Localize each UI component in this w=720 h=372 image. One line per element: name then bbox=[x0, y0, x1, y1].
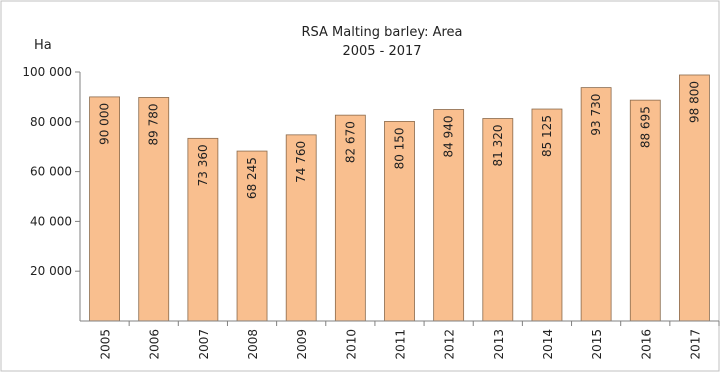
bar-2011 bbox=[384, 121, 415, 322]
bar-2009 bbox=[285, 134, 317, 322]
x-tick-label-2017: 2017 bbox=[688, 329, 702, 360]
y-tick-label: 60 000 bbox=[30, 165, 72, 179]
bar-2013 bbox=[482, 118, 514, 322]
data-label-2006: 89 780 bbox=[147, 103, 161, 145]
x-tick-label-2014: 2014 bbox=[541, 329, 555, 360]
x-tick-label-2016: 2016 bbox=[639, 329, 653, 360]
x-tick-label-2015: 2015 bbox=[590, 329, 604, 360]
bar-2017 bbox=[679, 74, 710, 322]
bar-2016 bbox=[629, 99, 661, 322]
bar-2015 bbox=[580, 87, 612, 322]
x-tick-label-2009: 2009 bbox=[295, 329, 309, 360]
x-tick-label-2005: 2005 bbox=[99, 329, 113, 360]
data-labels-group: 90 000 89 780 73 360 68 245 74 760 82 670 80 1… bbox=[98, 81, 702, 199]
data-label-2007: 73 360 bbox=[196, 144, 210, 186]
data-label-2013: 81 320 bbox=[491, 125, 505, 167]
bar-2008 bbox=[236, 150, 268, 322]
x-tick-label-2012: 2012 bbox=[443, 329, 457, 360]
x-axis-ticks: 2005 2006 2007 2008 2009 2010 2011 2012 2013 2014… bbox=[99, 321, 720, 360]
y-tick-label: 20 000 bbox=[30, 264, 72, 278]
x-tick-label-2011: 2011 bbox=[394, 329, 408, 360]
data-label-2010: 82 670 bbox=[343, 121, 357, 163]
x-tick-label-2013: 2013 bbox=[492, 329, 506, 360]
x-tick-label-2008: 2008 bbox=[246, 329, 260, 360]
data-label-2012: 84 940 bbox=[442, 115, 456, 157]
data-label-2015: 93 730 bbox=[589, 94, 603, 136]
data-label-2008: 68 245 bbox=[245, 157, 259, 199]
bar-2012 bbox=[433, 109, 465, 322]
data-label-2005: 90 000 bbox=[98, 103, 112, 145]
x-tick-label-2006: 2006 bbox=[148, 329, 162, 360]
data-label-2014: 85 125 bbox=[540, 115, 554, 157]
chart-subtitle: 2005 - 2017 bbox=[342, 44, 421, 59]
y-tick-label: 80 000 bbox=[30, 115, 72, 129]
bar-2014 bbox=[531, 108, 563, 322]
chart-title: RSA Malting barley: Area bbox=[301, 25, 462, 40]
data-label-2009: 74 760 bbox=[294, 141, 308, 183]
data-label-2016: 88 695 bbox=[638, 106, 652, 148]
data-label-2017: 98 800 bbox=[687, 81, 701, 123]
bars-group bbox=[89, 74, 710, 322]
y-tick-label: 100 000 bbox=[22, 65, 72, 79]
x-tick-label-2007: 2007 bbox=[197, 329, 211, 360]
bar-2010 bbox=[334, 114, 366, 322]
data-label-2011: 80 150 bbox=[393, 127, 407, 169]
y-axis-ticks: 20 000 40 000 60 000 80 000 100 000 bbox=[22, 65, 80, 278]
y-axis-unit-label: Ha bbox=[34, 38, 52, 53]
y-tick-label: 40 000 bbox=[30, 214, 72, 228]
x-tick-label-2010: 2010 bbox=[344, 329, 358, 360]
